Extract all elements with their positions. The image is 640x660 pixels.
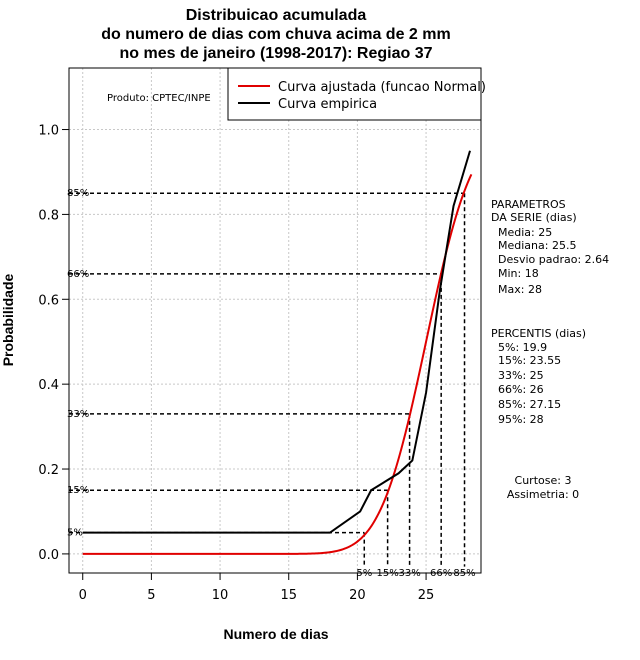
percentile-y-label: 33%	[67, 409, 89, 420]
param-line-1: DA SERIE (dias)	[491, 211, 577, 224]
axes: 0 5 10 15 20 25 0.0 0.2 0.4 0.6 0.8 1.0	[38, 124, 434, 603]
skewness-text: Assimetria: 0	[507, 488, 579, 501]
y-tick-label: 1.0	[38, 124, 59, 139]
param-line-3: Mediana: 25.5	[498, 239, 576, 252]
param-line-5: Min: 18	[498, 267, 539, 280]
x-axis-title: Numero de dias	[223, 626, 328, 642]
param-line-0: PARAMETROS	[491, 198, 566, 211]
param-line-6: Max: 28	[498, 283, 542, 296]
x-tick-label: 15	[280, 588, 297, 603]
perc-line-1: 5%: 19.9	[498, 341, 547, 354]
plot-frame	[68, 67, 482, 574]
perc-line-2: 15%: 23.55	[498, 354, 561, 367]
legend-box	[227, 67, 482, 121]
y-tick-label: 0.6	[38, 293, 59, 308]
y-tick-label: 0.0	[38, 548, 59, 563]
product-label: Produto: CPTEC/INPE	[107, 93, 211, 104]
perc-line-0: PERCENTIS (dias)	[491, 327, 586, 340]
parameters-panel: PARAMETROS DA SERIE (dias) Media: 25 Med…	[491, 198, 609, 296]
x-tick-label: 25	[418, 588, 435, 603]
legend-label-fitted: Curva ajustada (funcao Normal)	[278, 80, 486, 95]
chart-title-line-3: no mes de janeiro (1998-2017): Regiao 37	[119, 45, 432, 62]
perc-line-4: 66%: 26	[498, 383, 544, 396]
percentile-y-label: 66%	[67, 269, 89, 280]
y-tick-label: 0.2	[38, 463, 59, 478]
x-tick-label: 10	[212, 588, 229, 603]
y-tick-label: 0.8	[38, 208, 59, 223]
percentile-lines: 5%5%15%15%33%33%66%66%85%85%	[67, 188, 476, 579]
perc-line-6: 95%: 28	[498, 413, 544, 426]
percentile-y-label: 85%	[67, 188, 89, 199]
legend: Curva ajustada (funcao Normal) Curva emp…	[227, 67, 486, 121]
x-tick-label: 0	[79, 588, 87, 603]
legend-label-empirical: Curva empirica	[278, 97, 377, 112]
chart-title-line-1: Distribuicao acumulada	[186, 7, 367, 24]
percentile-y-label: 5%	[67, 528, 83, 539]
grid	[69, 68, 481, 573]
shape-panel: Curtose: 3 Assimetria: 0	[507, 474, 579, 501]
y-axis-title: Probabilidade	[0, 274, 16, 367]
chart-title-line-2: do numero de dias com chuva acima de 2 m…	[101, 26, 450, 43]
percentiles-panel: PERCENTIS (dias) 5%: 19.9 15%: 23.55 33%…	[491, 327, 586, 426]
param-line-4: Desvio padrao: 2.64	[498, 253, 609, 266]
percentile-y-label: 15%	[67, 485, 89, 496]
series-layer	[82, 150, 473, 555]
perc-line-5: 85%: 27.15	[498, 398, 561, 411]
x-tick-label: 5	[147, 588, 155, 603]
x-tick-label: 20	[349, 588, 366, 603]
perc-line-3: 33%: 25	[498, 369, 544, 382]
param-line-2: Media: 25	[498, 226, 552, 239]
empirical-curve	[82, 150, 471, 534]
y-tick-label: 0.4	[38, 378, 59, 393]
fitted-normal-curve	[82, 173, 473, 555]
kurtosis-text: Curtose: 3	[515, 474, 572, 487]
